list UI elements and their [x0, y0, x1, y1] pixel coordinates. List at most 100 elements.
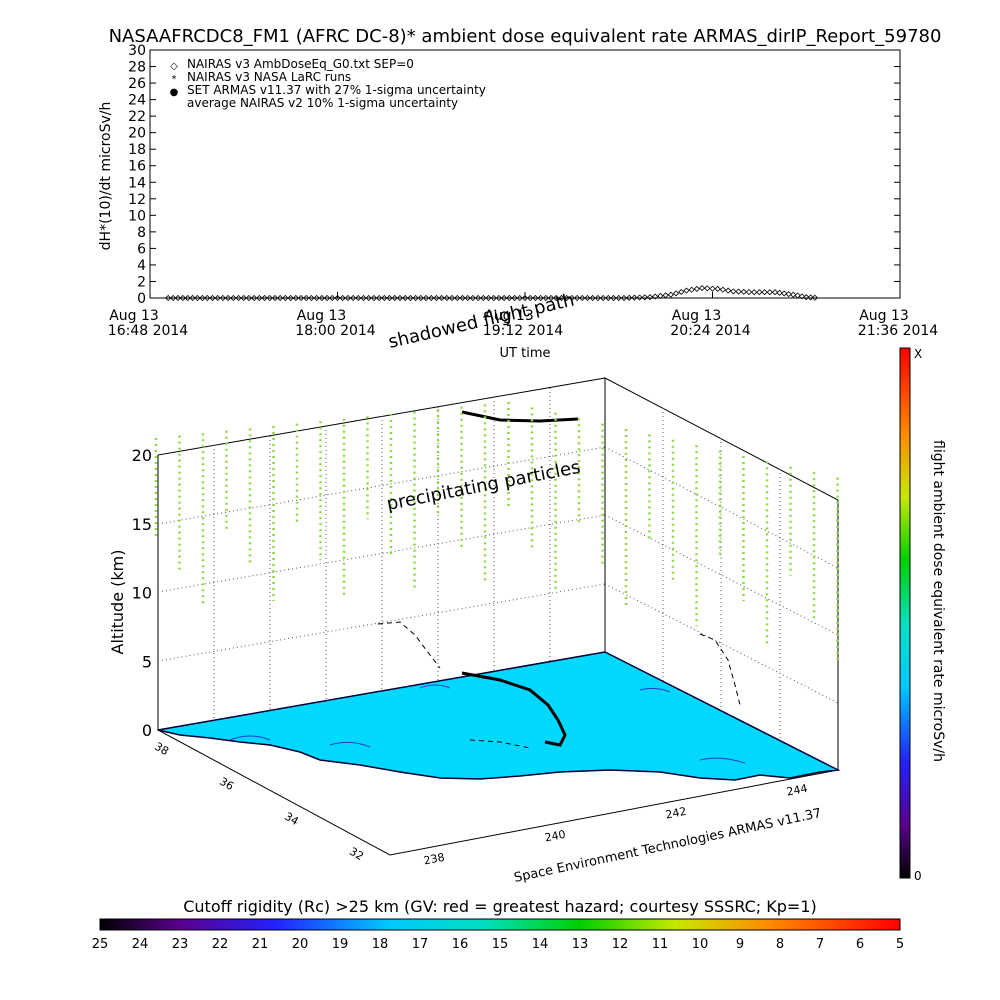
legend: ◇ NAIRAS v3 AmbDoseEq_G0.txt SEP=0 * NAIRAS…: [170, 57, 486, 110]
data-point: [266, 294, 273, 302]
data-point: [225, 294, 232, 302]
x-tick-label-line2: 21:36 2014: [858, 323, 939, 339]
y-tick-label: 20: [128, 126, 146, 142]
data-point: [615, 294, 622, 302]
data-point: [803, 294, 810, 301]
latitude-tick-label: 32: [347, 845, 366, 863]
data-point: [428, 294, 435, 302]
x-tick-label-line2: 18:00 2014: [295, 323, 376, 339]
rigidity-tick-label: 11: [652, 937, 669, 952]
data-point: [412, 294, 419, 302]
y-tick-label: 8: [137, 225, 146, 241]
y-tick-label: 0: [137, 291, 146, 307]
data-point: [277, 294, 284, 302]
data-point: [184, 294, 191, 302]
y-tick-label: 12: [128, 192, 146, 208]
rigidity-tick-label: 9: [736, 937, 744, 952]
data-point: [433, 294, 440, 302]
data-point: [402, 294, 409, 302]
altitude-label: Altitude (km): [108, 550, 127, 655]
data-point: [365, 294, 372, 302]
longitude-tick-label: 242: [665, 805, 688, 822]
data-point: [751, 289, 758, 296]
map-contours: [229, 684, 746, 764]
data-point: [790, 291, 797, 298]
data-point: [568, 294, 575, 302]
legend-symbol: *: [172, 74, 177, 85]
data-point: [480, 294, 487, 302]
rigidity-gradient: [99, 918, 901, 931]
data-point: [776, 289, 783, 296]
data-point: [620, 294, 628, 302]
x-tick-label-line1: Aug 13: [484, 308, 534, 324]
data-point: [179, 294, 186, 302]
rigidity-title: Cutoff rigidity (Rc) >25 km (GV: red = g…: [183, 897, 817, 916]
figure-title: NASAAFRCDC8_FM1 (AFRC DC-8)* ambient dos…: [109, 26, 942, 47]
annotation-shadowed: shadowed flight path: [386, 290, 576, 353]
data-point: [438, 294, 445, 302]
data-point: [745, 288, 753, 296]
data-point: [719, 286, 726, 293]
latitude-tick-label: 38: [152, 740, 171, 758]
data-point: [785, 291, 792, 298]
rigidity-ticks: 25 24 23 22 21 20 19 18 17 16 15 14 13 12 11 10 9 8 7 6 5: [92, 937, 904, 952]
data-point: [781, 290, 788, 297]
data-point: [740, 288, 747, 295]
data-point: [318, 294, 325, 302]
data-point: [678, 288, 685, 296]
rigidity-tick-label: 23: [172, 937, 189, 952]
data-point: [600, 294, 607, 302]
data-point: [386, 294, 393, 302]
data-point: [475, 294, 482, 302]
data-point: [170, 294, 177, 302]
data-point: [449, 294, 456, 302]
rigidity-tick-label: 16: [452, 937, 469, 952]
data-point: [303, 294, 310, 302]
rigidity-tick-label: 14: [532, 937, 549, 952]
data-point: [662, 292, 669, 299]
data-point: [214, 294, 221, 302]
data-point: [631, 294, 638, 301]
longitude-tick-label: 238: [423, 851, 446, 868]
data-point: [761, 289, 768, 296]
y-tick-label: 16: [128, 159, 146, 175]
data-point: [667, 291, 674, 298]
rigidity-colorbar: Cutoff rigidity (Rc) >25 km (GV: red = g…: [92, 897, 904, 952]
x-tick-label-line2: 16:48 2014: [108, 323, 189, 339]
colorbar-min: 0: [914, 869, 922, 883]
rigidity-tick-label: 6: [856, 937, 864, 952]
legend-label: SET ARMAS v11.37 with 27% 1-sigma uncert…: [187, 83, 486, 97]
series-nairas: [165, 285, 818, 302]
wall-grid: [157, 388, 839, 742]
altitude-tick-label: 15: [132, 515, 152, 534]
data-point: [532, 294, 539, 302]
x-tick-label-line2: 20:24 2014: [670, 323, 751, 339]
altitude-tick-label: 10: [132, 584, 152, 603]
data-point: [553, 294, 560, 302]
y-axis-label: dH*(10)/dt microSv/h: [98, 102, 114, 251]
data-point: [282, 294, 289, 302]
legend-label: NAIRAS v3 NASA LaRC runs: [187, 70, 351, 84]
x-tick-label-line1: Aug 13: [859, 308, 909, 324]
data-point: [699, 285, 706, 292]
data-point: [230, 294, 237, 302]
data-point: [547, 294, 555, 302]
data-point: [811, 294, 818, 301]
colorbar-gradient: [899, 347, 911, 879]
rigidity-tick-label: 22: [212, 937, 229, 952]
data-point: [794, 292, 801, 299]
data-point: [422, 294, 430, 302]
rigidity-tick-label: 25: [92, 937, 109, 952]
x-tick-label-line2: 19:12 2014: [483, 323, 564, 339]
data-point: [485, 294, 492, 302]
data-point: [688, 286, 695, 293]
data-point: [174, 294, 182, 302]
rigidity-tick-label: 15: [492, 937, 509, 952]
data-point: [261, 294, 268, 302]
data-point: [636, 294, 643, 301]
data-point: [381, 294, 388, 302]
altitude-tick-label: 20: [132, 446, 152, 465]
rigidity-tick-label: 5: [896, 937, 904, 952]
